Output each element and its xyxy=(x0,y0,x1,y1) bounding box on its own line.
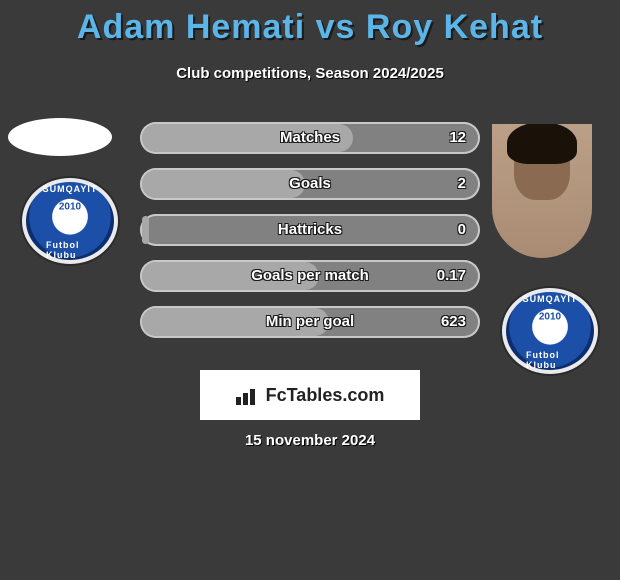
stat-value: 0 xyxy=(458,214,466,246)
stats-chart: Matches12 Goals2 Hattricks0 Goals per match… xyxy=(140,122,480,352)
brand-badge: FcTables.com xyxy=(200,370,420,420)
stat-row: Matches12 xyxy=(140,122,480,154)
brand-text: FcTables.com xyxy=(266,385,385,406)
stat-value: 0.17 xyxy=(437,260,466,292)
crest-text-top: SUMQAYIT xyxy=(43,184,98,194)
stat-row: Goals per match0.17 xyxy=(140,260,480,292)
stat-label: Min per goal xyxy=(140,306,480,338)
crest-text-top: SUMQAYIT xyxy=(523,294,578,304)
bar-chart-icon xyxy=(236,385,260,405)
stat-label: Matches xyxy=(140,122,480,154)
stat-label: Hattricks xyxy=(140,214,480,246)
crest-text-bottom: Futbol Klubu xyxy=(46,240,94,260)
stat-row: Hattricks0 xyxy=(140,214,480,246)
crest-text-bottom: Futbol Klubu xyxy=(526,350,574,370)
stat-label: Goals per match xyxy=(140,260,480,292)
stat-value: 12 xyxy=(449,122,466,154)
club-crest-left: SUMQAYIT 2010 Futbol Klubu xyxy=(22,178,118,264)
page-subtitle: Club competitions, Season 2024/2025 xyxy=(0,65,620,82)
stat-value: 2 xyxy=(458,168,466,200)
page-title: Adam Hemati vs Roy Kehat xyxy=(0,0,620,47)
crest-year: 2010 xyxy=(539,312,561,323)
date-label: 15 november 2024 xyxy=(0,432,620,449)
player-left-avatar-placeholder xyxy=(8,118,112,156)
stat-value: 623 xyxy=(441,306,466,338)
crest-year: 2010 xyxy=(59,202,81,213)
club-crest-right: SUMQAYIT 2010 Futbol Klubu xyxy=(502,288,598,374)
player-right-avatar xyxy=(492,124,592,258)
stat-row: Min per goal623 xyxy=(140,306,480,338)
stat-label: Goals xyxy=(140,168,480,200)
stat-row: Goals2 xyxy=(140,168,480,200)
